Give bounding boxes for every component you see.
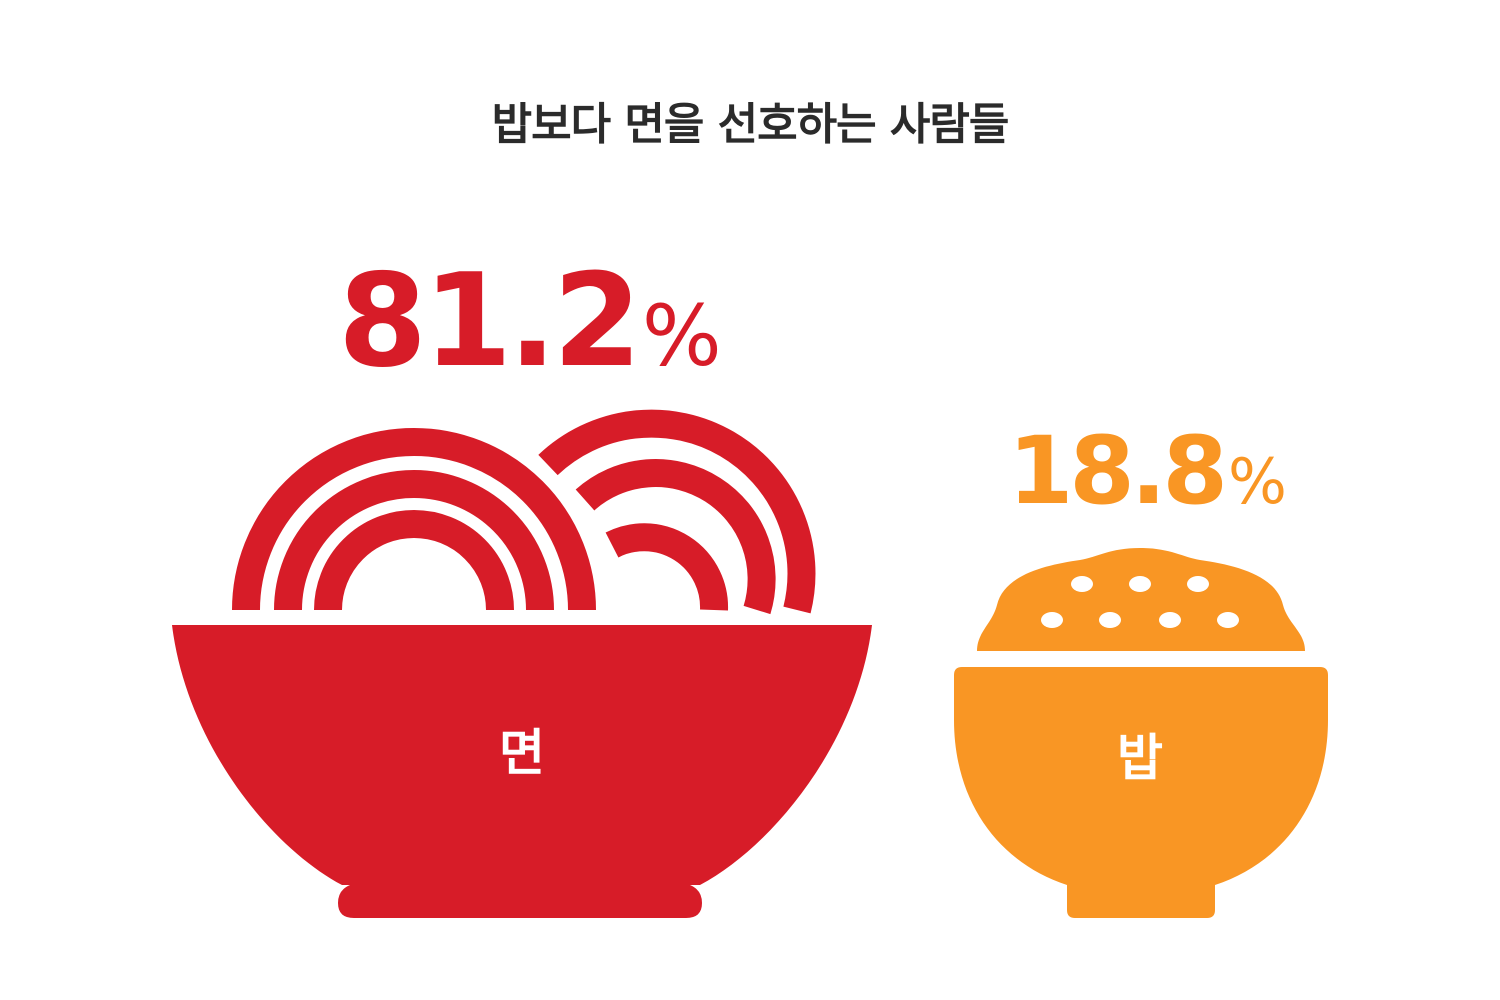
noodle-value-number: 81.2 bbox=[338, 247, 638, 396]
rice-grains bbox=[1041, 576, 1239, 628]
noodle-bowl-body bbox=[172, 625, 872, 918]
noodle-bowl-icon: 면 bbox=[172, 409, 872, 918]
noodle-value-unit: % bbox=[642, 287, 722, 385]
rice-bowl-icon: 밥 bbox=[954, 548, 1328, 918]
chart-title: 밥보다 면을 선호하는 사람들 bbox=[491, 99, 1010, 150]
rice-bowl-body bbox=[954, 667, 1328, 918]
rice-mound bbox=[977, 548, 1305, 651]
rice-label: 밥 bbox=[1117, 729, 1163, 787]
rice-value: 18.8% bbox=[1008, 417, 1287, 526]
noodle-value: 81.2% bbox=[338, 247, 722, 396]
rice-value-unit: % bbox=[1228, 445, 1287, 518]
rice-value-number: 18.8 bbox=[1008, 417, 1224, 526]
noodle-label: 면 bbox=[499, 724, 545, 782]
noodle-strands bbox=[232, 409, 816, 615]
